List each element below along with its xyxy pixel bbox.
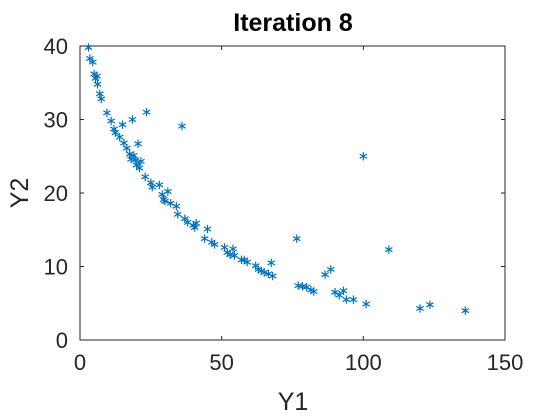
- data-point: [309, 287, 318, 296]
- data-point: [161, 196, 169, 206]
- data-point: [292, 234, 301, 243]
- data-point: [342, 295, 351, 304]
- data-point: [192, 218, 201, 228]
- x-tick: 100: [345, 46, 382, 375]
- data-point: [163, 187, 172, 196]
- y-tick: 40: [44, 34, 505, 59]
- data-point: [461, 306, 470, 315]
- y-tick-label: 30: [44, 108, 68, 133]
- data-point: [129, 151, 138, 160]
- x-tick-label: 50: [209, 350, 233, 375]
- data-points: [84, 43, 470, 315]
- data-point: [362, 299, 371, 309]
- data-point: [142, 107, 151, 117]
- data-point: [229, 244, 237, 254]
- data-point: [260, 268, 269, 277]
- y-tick: 20: [44, 181, 505, 206]
- y-tick-label: 0: [56, 328, 68, 353]
- data-point: [349, 295, 358, 304]
- data-point: [200, 234, 209, 243]
- data-point: [335, 290, 344, 300]
- data-point: [425, 300, 434, 309]
- data-point: [173, 210, 182, 219]
- chart-title: Iteration 8: [233, 9, 353, 37]
- y-tick: 0: [56, 328, 505, 353]
- data-point: [210, 240, 219, 249]
- data-point: [268, 271, 277, 281]
- data-point: [416, 304, 424, 313]
- data-point: [339, 286, 348, 295]
- data-point: [326, 265, 335, 274]
- data-point: [135, 163, 144, 173]
- data-point: [95, 89, 104, 98]
- x-tick-label: 0: [74, 350, 86, 375]
- data-point: [172, 202, 181, 211]
- y-tick-label: 20: [44, 181, 68, 206]
- data-point: [125, 149, 134, 159]
- data-point: [243, 257, 252, 267]
- x-tick: 50: [209, 46, 234, 375]
- data-point: [102, 108, 111, 118]
- data-point: [267, 258, 276, 268]
- data-point: [155, 180, 164, 190]
- y-axis-label: Y2: [6, 178, 34, 209]
- x-axis-ticks: 0 50 100 150: [74, 46, 523, 375]
- data-point: [146, 178, 155, 187]
- data-point: [97, 94, 106, 104]
- data-point: [131, 155, 140, 165]
- data-point: [93, 80, 102, 89]
- plot-area: [79, 45, 506, 341]
- x-tick: 0: [74, 46, 86, 375]
- data-point: [178, 121, 186, 131]
- data-point: [88, 57, 97, 67]
- data-point: [118, 120, 127, 129]
- data-point: [128, 115, 137, 124]
- data-point: [115, 132, 124, 142]
- y-axis-ticks: 0 10 20 30 40: [44, 34, 505, 353]
- data-point: [230, 251, 239, 260]
- data-point: [190, 223, 199, 232]
- data-point: [84, 43, 93, 52]
- x-tick-label: 100: [345, 350, 382, 375]
- y-tick-label: 40: [44, 34, 68, 59]
- data-point: [136, 157, 145, 166]
- y-tick: 10: [44, 255, 505, 280]
- data-point: [122, 143, 131, 153]
- data-point: [321, 270, 330, 279]
- x-tick: 150: [487, 46, 524, 375]
- data-point: [93, 71, 101, 81]
- data-point: [148, 182, 157, 192]
- y-tick-label: 10: [44, 255, 68, 280]
- data-point: [384, 245, 393, 254]
- data-point: [107, 116, 116, 126]
- x-axis-label: Y1: [278, 388, 309, 416]
- x-tick-label: 150: [487, 350, 524, 375]
- data-point: [141, 172, 150, 182]
- data-point: [111, 128, 120, 137]
- y-tick: 30: [44, 108, 505, 133]
- data-point: [203, 224, 212, 234]
- data-point: [359, 152, 368, 161]
- data-point: [134, 139, 143, 148]
